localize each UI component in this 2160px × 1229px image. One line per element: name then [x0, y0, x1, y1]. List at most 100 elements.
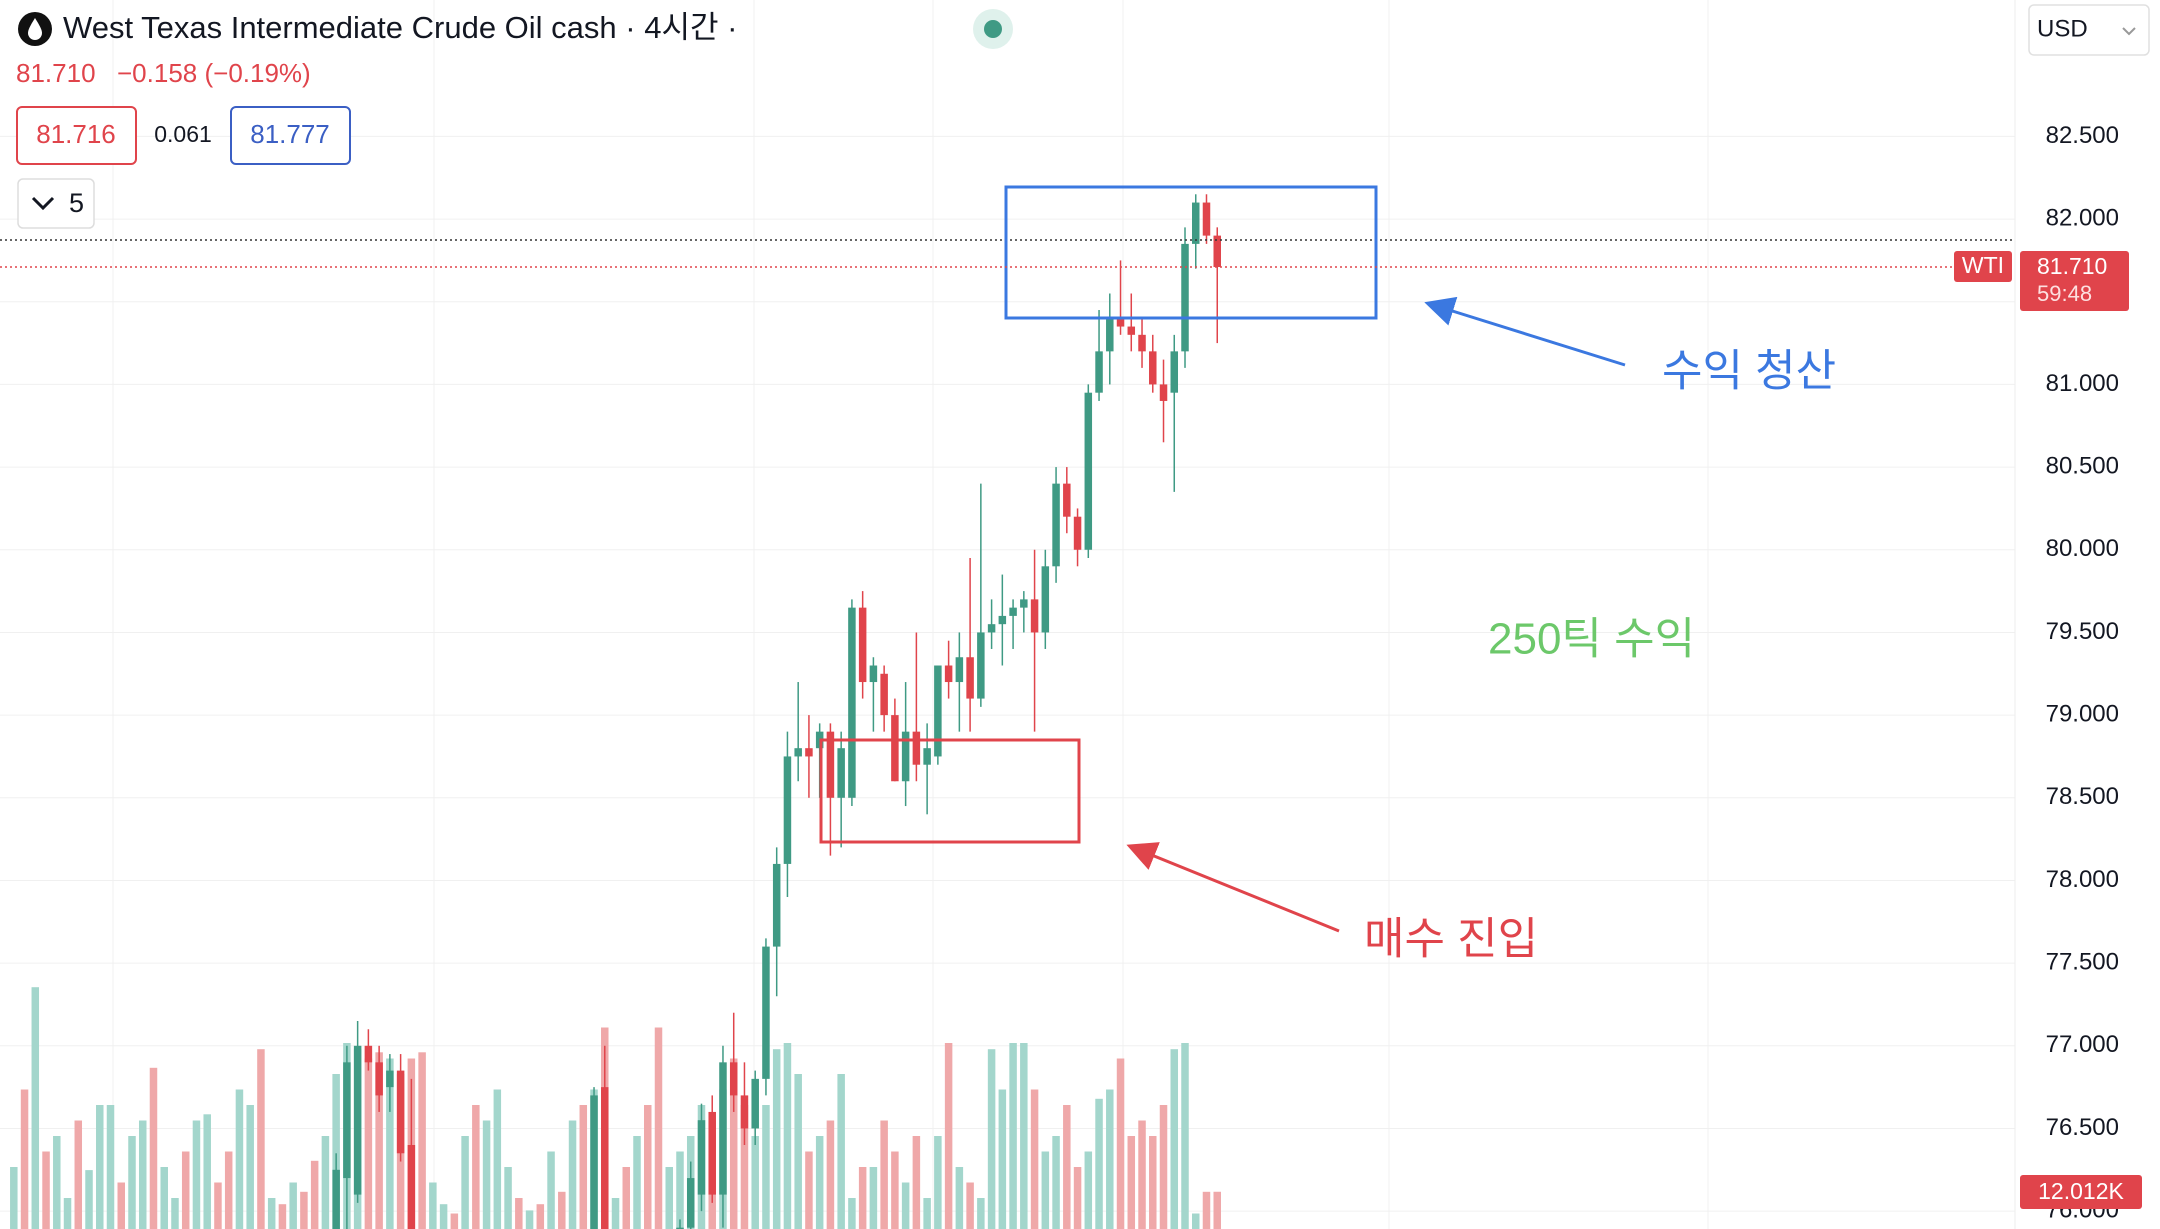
volume-bar — [633, 1136, 641, 1229]
volume-bar — [858, 1167, 867, 1229]
volume-bar — [1020, 1043, 1028, 1229]
candle-body — [794, 748, 802, 757]
interval-text: 5 — [69, 188, 84, 218]
volume-bar — [160, 1167, 168, 1229]
candle-body — [1020, 599, 1028, 608]
volume-bar — [536, 1204, 545, 1229]
candle-body — [343, 1062, 351, 1179]
candle-body — [901, 731, 910, 782]
y-tick-label: 78.500 — [2046, 783, 2119, 810]
volume-bar — [654, 1027, 663, 1229]
candle-body — [1149, 351, 1157, 385]
volume-bar — [224, 1151, 233, 1229]
volume-bar — [751, 1136, 759, 1229]
entry-arrow — [1126, 842, 1340, 933]
buy-button[interactable] — [230, 106, 351, 165]
candle-body — [977, 632, 985, 699]
y-tick-label: 80.000 — [2046, 535, 2119, 562]
volume-bar — [611, 1198, 620, 1229]
symbol-badge-text: WTI — [1962, 252, 2004, 278]
grid — [0, 0, 2015, 1229]
volume-bar — [869, 1167, 878, 1229]
volume-badge — [2020, 1175, 2142, 1209]
volume-bar — [1181, 1043, 1189, 1229]
volume-bar — [171, 1198, 179, 1229]
y-tick-label: 82.000 — [2046, 204, 2119, 231]
candle-body — [729, 1062, 738, 1096]
volume-bar — [1170, 1049, 1179, 1229]
candle-body — [880, 673, 888, 716]
volume-bar — [515, 1198, 523, 1229]
volume-bar — [332, 1074, 340, 1229]
candle-body — [364, 1045, 373, 1063]
status-dot — [984, 20, 1002, 38]
candle-body — [1009, 607, 1017, 616]
volume-bar — [364, 1058, 373, 1229]
volume-bar — [944, 1043, 953, 1229]
volume-bar — [1202, 1191, 1211, 1229]
candle-body — [676, 1227, 684, 1229]
volume-bar — [10, 1167, 18, 1229]
volume-bar — [429, 1182, 437, 1229]
exit-arrow — [1424, 296, 1626, 367]
volume-bar — [966, 1182, 974, 1229]
volume-bar — [912, 1136, 921, 1229]
volume-bar — [805, 1151, 813, 1229]
candle-body — [944, 665, 953, 683]
volume-layer — [10, 987, 1221, 1229]
volume-bar — [1149, 1136, 1157, 1229]
candle-body — [332, 1169, 340, 1229]
volume-bar — [461, 1136, 469, 1229]
volume-bar — [235, 1089, 244, 1229]
countdown-text: 59:48 — [2037, 281, 2092, 306]
last-price: 81.710 — [16, 58, 96, 88]
volume-bar — [772, 1049, 781, 1229]
candle-body — [987, 624, 996, 633]
interval-toggle[interactable] — [17, 178, 95, 229]
candle-body — [1041, 566, 1050, 633]
candle-body — [719, 1062, 727, 1195]
candle-body — [686, 1178, 695, 1228]
y-tick-label: 77.000 — [2046, 1031, 2119, 1058]
ask-price: 81.777 — [250, 119, 330, 149]
volume-bar — [848, 1198, 856, 1229]
candle-body — [955, 657, 964, 683]
candle-body — [1213, 235, 1221, 268]
volume-bar — [1138, 1120, 1146, 1229]
volume-bar — [1127, 1136, 1136, 1229]
volume-bar — [96, 1105, 104, 1229]
volume-bar — [310, 1160, 319, 1229]
volume-bar — [482, 1120, 491, 1229]
candle-body — [772, 863, 781, 947]
volume-bar — [665, 1167, 673, 1229]
y-tick-label: 79.000 — [2046, 700, 2119, 727]
candle-body — [891, 715, 899, 782]
volume-bar — [149, 1067, 158, 1229]
price-change: −0.158 (−0.19%) — [117, 58, 311, 88]
volume-bar — [493, 1089, 502, 1229]
volume-bar — [1030, 1089, 1039, 1229]
candle-body — [912, 731, 921, 765]
candle-body — [837, 748, 845, 798]
currency-button[interactable] — [2028, 4, 2150, 56]
volume-bar — [923, 1198, 931, 1229]
candle-body — [762, 946, 770, 1079]
volume-bar — [257, 1049, 265, 1229]
candle-body — [407, 1145, 416, 1229]
volume-bar — [783, 1043, 792, 1229]
volume-bar — [1159, 1105, 1168, 1229]
volume-bar — [267, 1198, 276, 1229]
currency-text: USD — [2037, 15, 2088, 42]
sell-button[interactable] — [16, 106, 137, 165]
candle-body — [998, 615, 1007, 625]
volume-bar — [321, 1136, 330, 1229]
volume-bar — [622, 1167, 631, 1229]
volume-bar — [558, 1191, 566, 1229]
volume-bar — [676, 1151, 684, 1229]
volume-bar — [644, 1105, 652, 1229]
volume-bar — [729, 1058, 738, 1229]
volume-bar — [106, 1105, 115, 1229]
volume-bar — [472, 1105, 480, 1229]
exit-box — [1004, 185, 1378, 320]
